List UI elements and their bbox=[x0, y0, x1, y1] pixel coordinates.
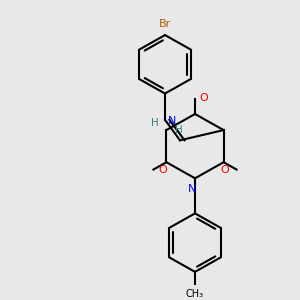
Text: O: O bbox=[220, 164, 229, 175]
Text: Br: Br bbox=[159, 19, 171, 29]
Text: O: O bbox=[158, 164, 167, 175]
Text: O: O bbox=[200, 93, 208, 103]
Text: N: N bbox=[168, 116, 176, 126]
Text: N: N bbox=[188, 184, 196, 194]
Text: CH₃: CH₃ bbox=[186, 290, 204, 299]
Text: H: H bbox=[176, 125, 183, 135]
Text: H: H bbox=[151, 118, 158, 128]
